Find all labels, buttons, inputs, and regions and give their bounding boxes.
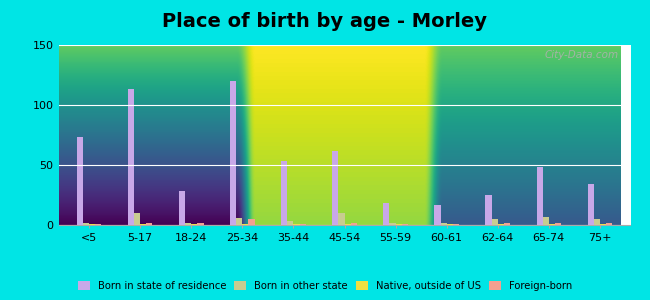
- Bar: [248, 219, 255, 225]
- Bar: [140, 224, 146, 225]
- Bar: [491, 219, 498, 225]
- Bar: [83, 223, 89, 225]
- Bar: [384, 203, 389, 225]
- Bar: [281, 161, 287, 225]
- Bar: [146, 223, 153, 225]
- Bar: [498, 224, 504, 225]
- Bar: [389, 223, 396, 225]
- Bar: [134, 213, 140, 225]
- Bar: [344, 224, 350, 225]
- Bar: [606, 223, 612, 225]
- Bar: [300, 224, 306, 225]
- Bar: [242, 224, 248, 225]
- Bar: [555, 223, 561, 225]
- Bar: [339, 213, 345, 225]
- Bar: [332, 151, 339, 225]
- Bar: [434, 205, 441, 225]
- Text: City-Data.com: City-Data.com: [545, 50, 619, 60]
- Bar: [593, 219, 600, 225]
- Bar: [179, 191, 185, 225]
- Bar: [536, 167, 543, 225]
- Bar: [287, 221, 293, 225]
- Bar: [588, 184, 593, 225]
- Bar: [293, 224, 300, 225]
- Bar: [185, 223, 191, 225]
- Bar: [504, 223, 510, 225]
- Bar: [549, 224, 555, 225]
- Bar: [486, 195, 491, 225]
- Bar: [191, 224, 198, 225]
- Text: Place of birth by age - Morley: Place of birth by age - Morley: [162, 12, 488, 31]
- Bar: [128, 89, 134, 225]
- Legend: Born in state of residence, Born in other state, Native, outside of US, Foreign-: Born in state of residence, Born in othe…: [74, 277, 576, 295]
- Bar: [96, 224, 101, 225]
- Bar: [350, 223, 357, 225]
- Bar: [447, 224, 453, 225]
- Bar: [89, 224, 96, 225]
- Bar: [453, 224, 459, 225]
- Bar: [236, 218, 242, 225]
- Bar: [441, 223, 447, 225]
- Bar: [198, 223, 203, 225]
- Bar: [600, 224, 606, 225]
- Bar: [230, 81, 236, 225]
- Bar: [543, 217, 549, 225]
- Bar: [402, 224, 408, 225]
- Bar: [77, 137, 83, 225]
- Bar: [396, 224, 402, 225]
